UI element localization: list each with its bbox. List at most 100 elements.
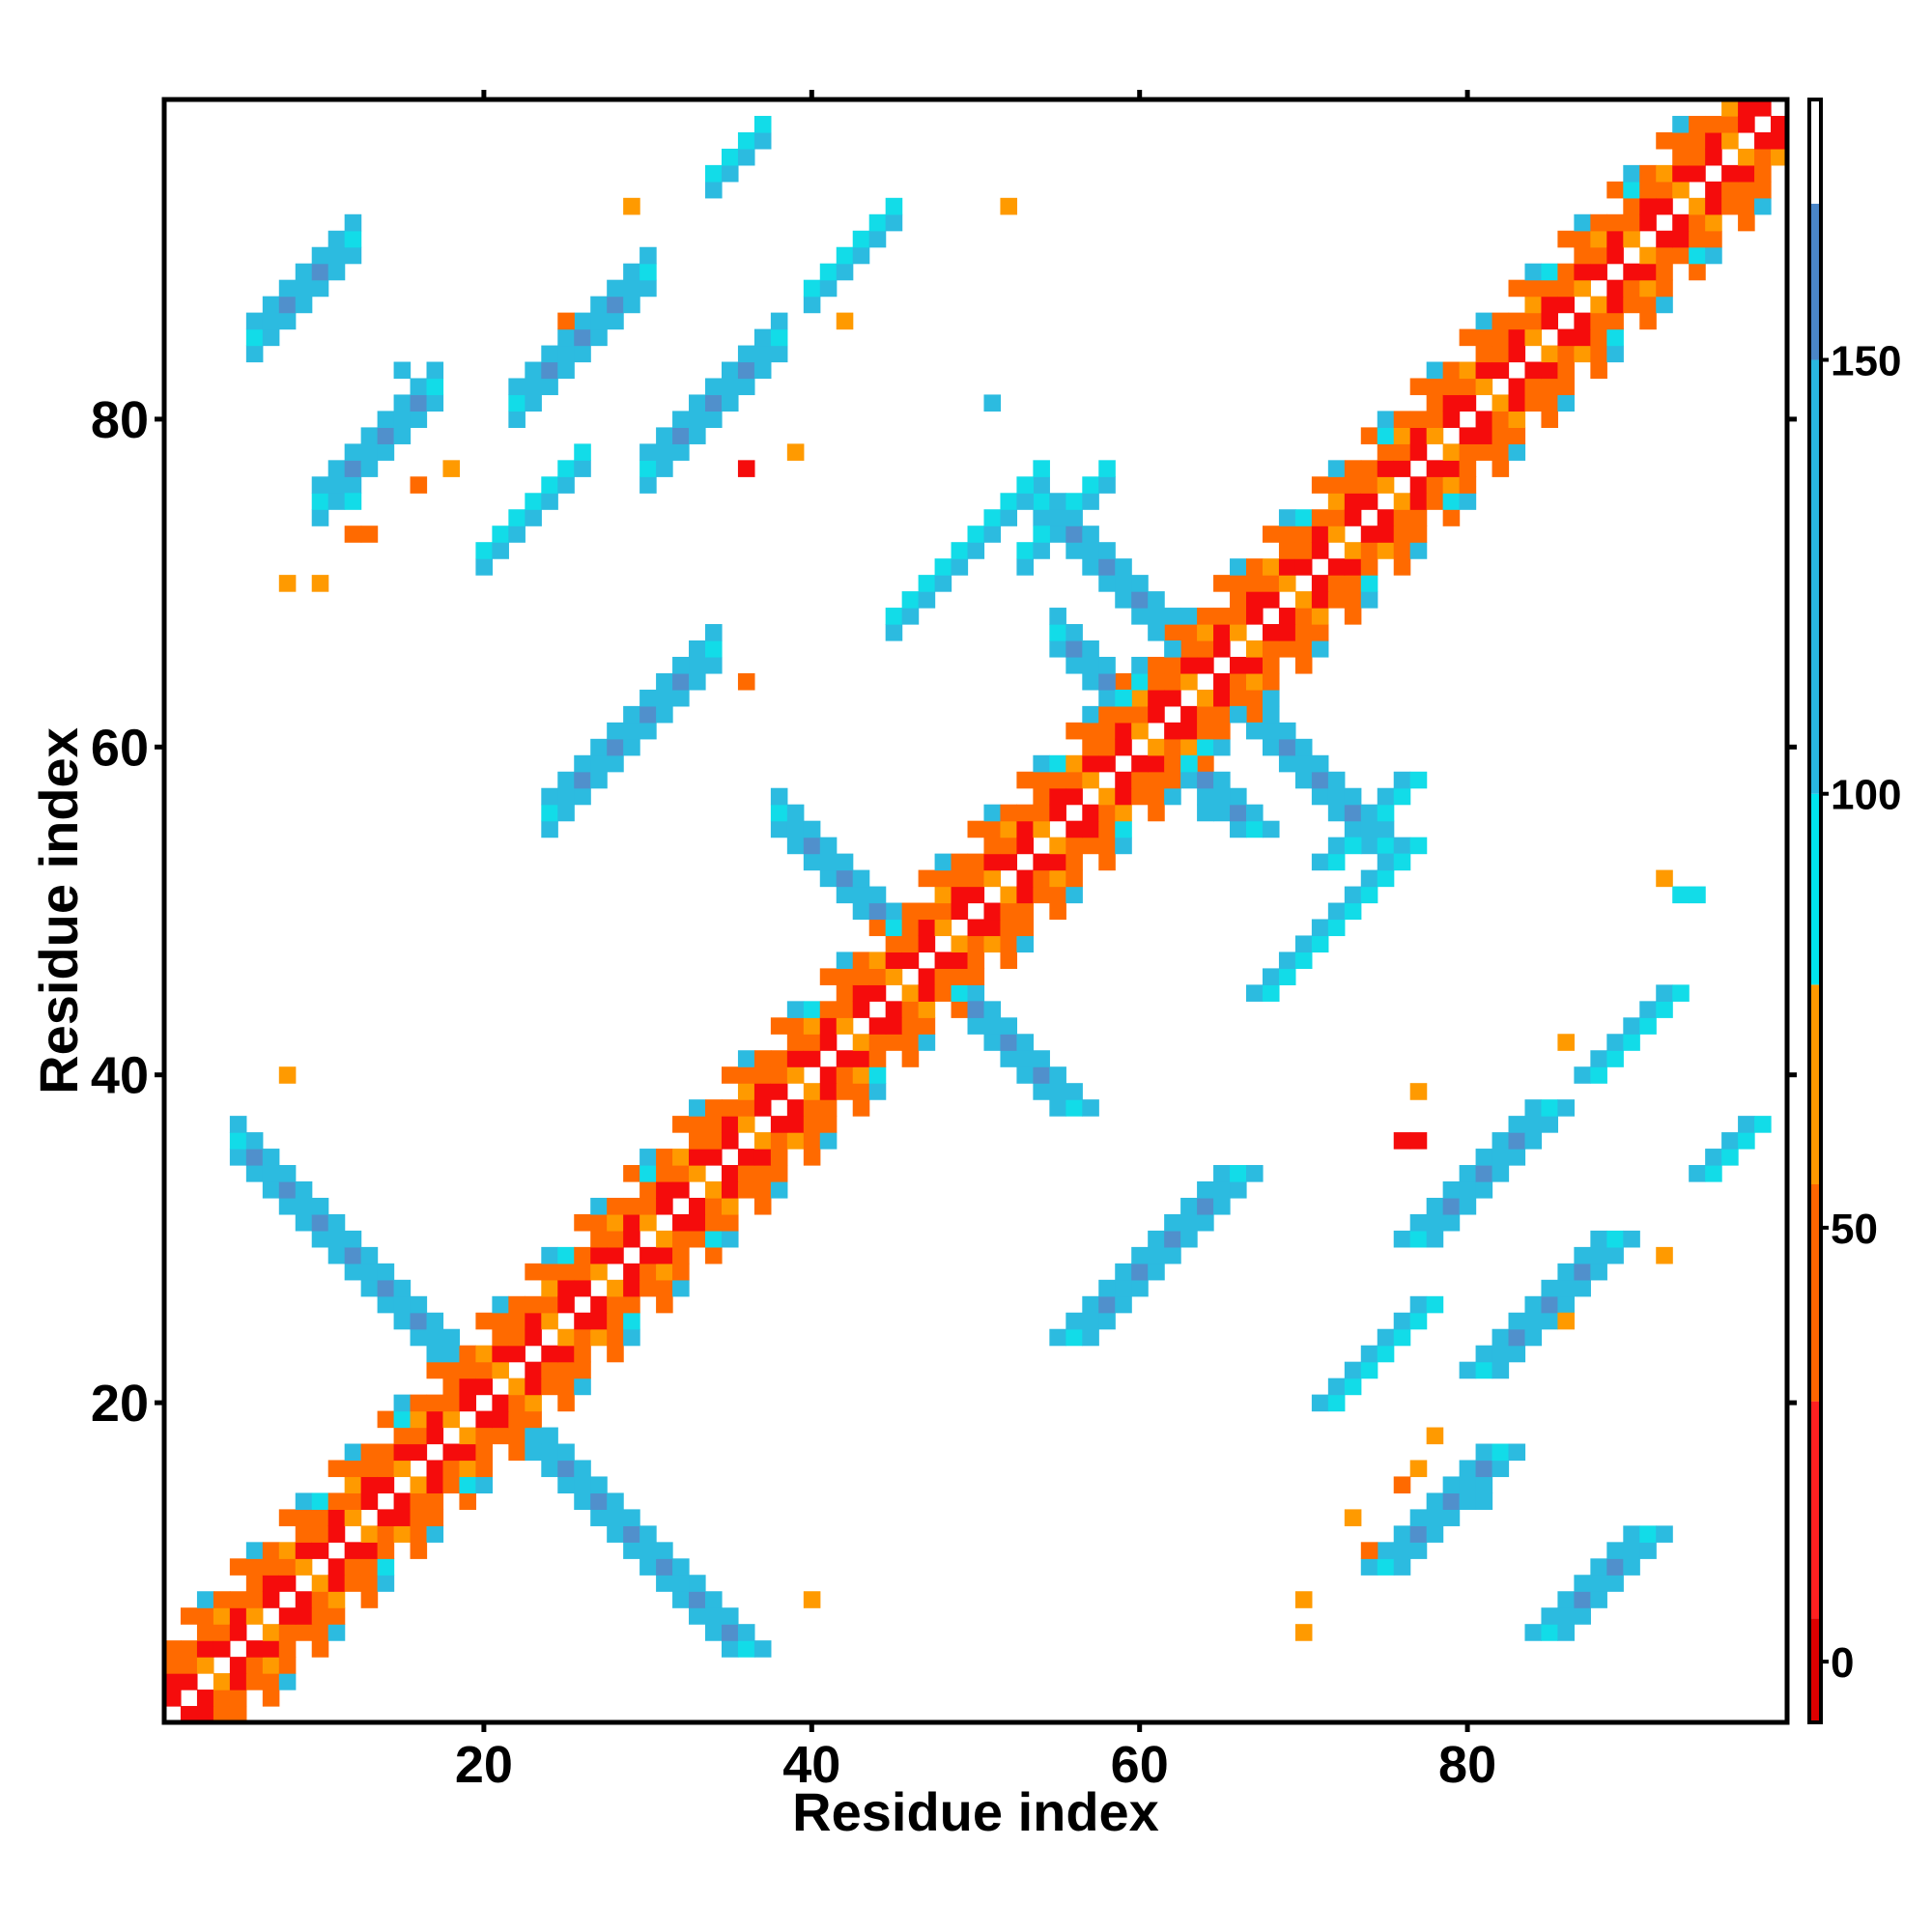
heatmap-cell — [278, 312, 297, 330]
heatmap-cell — [360, 1476, 379, 1494]
heatmap-cell — [492, 1345, 509, 1363]
heatmap-cell — [1033, 526, 1050, 543]
heatmap-cell — [459, 1361, 477, 1379]
heatmap-cell — [1738, 1132, 1755, 1150]
heatmap-cell — [1606, 1558, 1624, 1576]
heatmap-cell — [295, 1607, 313, 1625]
heatmap-cell — [1738, 115, 1755, 133]
heatmap-cell — [1426, 1295, 1444, 1314]
heatmap-cell — [753, 1640, 772, 1658]
heatmap-cell — [1131, 1279, 1149, 1297]
heatmap-cell — [590, 296, 608, 314]
heatmap-cell — [1262, 558, 1280, 576]
heatmap-cell — [1754, 131, 1772, 150]
heatmap-cell — [770, 1165, 788, 1182]
heatmap-cell — [819, 1066, 838, 1084]
heatmap-cell — [1294, 558, 1313, 576]
heatmap-cell — [705, 1197, 723, 1215]
heatmap-cell — [1131, 608, 1149, 625]
heatmap-cell — [1705, 246, 1722, 265]
heatmap-cell — [1148, 672, 1165, 691]
heatmap-cell — [327, 1591, 346, 1608]
heatmap-cell — [557, 771, 575, 789]
heatmap-cell — [1311, 1394, 1329, 1412]
heatmap-cell — [1541, 279, 1559, 298]
heatmap-cell — [1409, 1525, 1428, 1543]
heatmap-cell — [1197, 705, 1214, 724]
heatmap-cell — [1049, 771, 1066, 789]
heatmap-cell — [656, 1542, 673, 1559]
heatmap-cell — [1262, 526, 1280, 543]
heatmap-cell — [1131, 575, 1149, 592]
heatmap-cell — [410, 1427, 428, 1445]
heatmap-cell — [1327, 902, 1346, 921]
heatmap-cell — [753, 1197, 772, 1215]
heatmap-cell — [508, 1345, 526, 1363]
heatmap-cell — [1705, 181, 1722, 199]
heatmap-cell — [1360, 1542, 1378, 1559]
heatmap-cell — [1377, 526, 1395, 543]
heatmap-cell — [1049, 1328, 1066, 1347]
heatmap-cell — [1623, 213, 1640, 232]
heatmap-cell — [705, 656, 723, 674]
heatmap-cell — [951, 984, 969, 1002]
heatmap-cell — [1475, 1181, 1493, 1199]
heatmap-cell — [1705, 197, 1722, 215]
heatmap-cell — [1639, 197, 1657, 215]
heatmap-cell — [1409, 1509, 1428, 1526]
heatmap-cell — [1065, 624, 1083, 641]
heatmap-cell — [1344, 608, 1362, 625]
heatmap-cell — [1098, 1279, 1116, 1297]
heatmap-cell — [885, 213, 903, 232]
heatmap-cell — [262, 1591, 280, 1608]
heatmap-cell — [426, 1427, 444, 1445]
heatmap-cell — [410, 1492, 428, 1510]
heatmap-cell — [1098, 837, 1116, 855]
heatmap-cell — [803, 1149, 821, 1166]
heatmap-cell — [1246, 575, 1264, 592]
heatmap-cell — [1180, 1213, 1198, 1232]
heatmap-cell — [656, 1181, 673, 1199]
heatmap-cell — [1574, 312, 1591, 330]
heatmap-cell — [1213, 1165, 1231, 1182]
heatmap-cell — [1016, 869, 1034, 888]
heatmap-cell — [262, 1624, 280, 1641]
heatmap-cell — [574, 345, 591, 363]
heatmap-cell — [868, 1050, 887, 1067]
heatmap-cell — [525, 1394, 542, 1412]
heatmap-cell — [278, 1575, 297, 1592]
heatmap-cell — [1000, 197, 1018, 215]
heatmap-cell — [836, 1001, 854, 1018]
heatmap-cell — [1278, 624, 1296, 641]
heatmap-cell — [1197, 738, 1214, 756]
heatmap-cell — [1672, 230, 1690, 248]
heatmap-cell — [1082, 493, 1099, 510]
heatmap-cell — [1016, 1050, 1034, 1067]
heatmap-cell — [1148, 1263, 1165, 1281]
heatmap-cell — [672, 1591, 690, 1608]
heatmap-cell — [426, 1492, 444, 1510]
heatmap-cell — [1541, 345, 1559, 363]
heatmap-cell — [1000, 952, 1018, 969]
heatmap-cell — [1590, 1066, 1607, 1084]
heatmap-cell — [557, 1345, 575, 1363]
heatmap-cell — [1148, 754, 1165, 773]
heatmap-cell — [1311, 575, 1329, 592]
heatmap-cell — [753, 1181, 772, 1199]
heatmap-cell — [574, 1263, 591, 1281]
heatmap-cell — [229, 1624, 247, 1641]
heatmap-cell — [1492, 1345, 1510, 1363]
heatmap-cell — [278, 1509, 297, 1526]
heatmap-cell — [852, 886, 870, 904]
heatmap-cell — [1492, 1361, 1510, 1379]
heatmap-cell — [1442, 1492, 1461, 1510]
heatmap-cell — [475, 1410, 493, 1429]
heatmap-cell — [1262, 624, 1280, 641]
heatmap-cell — [1115, 820, 1132, 838]
heatmap-cell — [590, 1197, 608, 1215]
heatmap-cell — [705, 1624, 723, 1641]
heatmap-cell — [1590, 345, 1607, 363]
heatmap-cell — [278, 1558, 297, 1576]
heatmap-cell — [1360, 493, 1378, 510]
heatmap-cell — [786, 1001, 805, 1018]
